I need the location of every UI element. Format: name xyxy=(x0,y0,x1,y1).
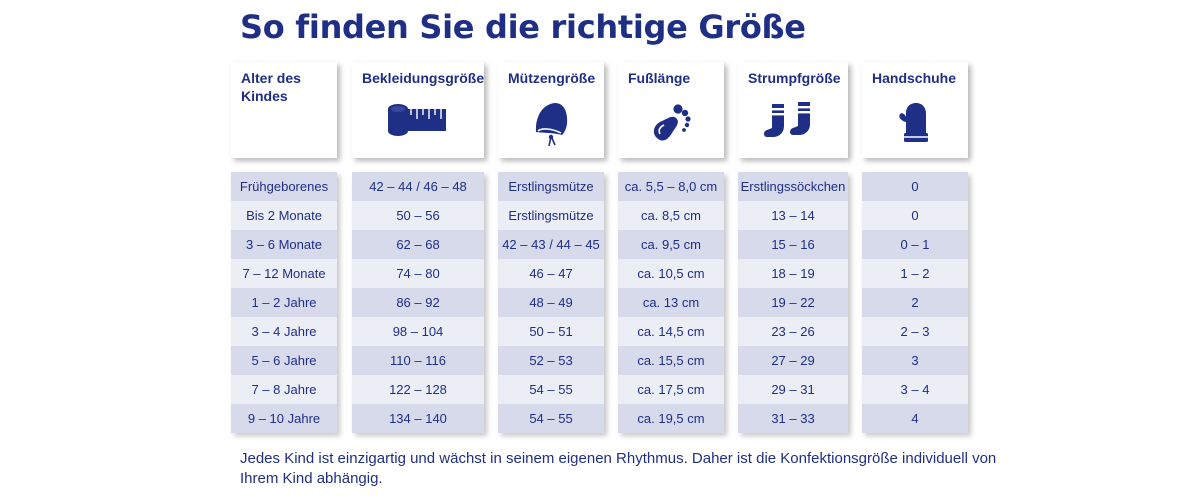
baby-bonnet-icon xyxy=(498,100,604,157)
table-cell: 19 – 22 xyxy=(738,288,848,317)
table-cell: 1 – 2 xyxy=(862,259,968,288)
table-cell: 0 xyxy=(862,172,968,201)
footer-note: Jedes Kind ist einzigartig und wächst in… xyxy=(240,450,997,487)
table-cell: ca. 5,5 – 8,0 cm xyxy=(618,172,724,201)
table-cell: ca. 19,5 cm xyxy=(618,404,724,433)
table-cell: 62 – 68 xyxy=(352,230,484,259)
table-cell: ca. 14,5 cm xyxy=(618,317,724,346)
column-header-label: Fußlänge xyxy=(628,70,691,86)
column-header-label: Handschuhe xyxy=(872,70,957,86)
table-cell: Erstlingsmütze xyxy=(498,201,604,230)
column-header-strumpf: Strumpfgröße xyxy=(738,62,848,158)
table-cell: 3 xyxy=(862,346,968,375)
column-strumpf: Strumpfgröße Erstlingssöckchen 13 – 14 1… xyxy=(738,62,848,433)
table-cell: 23 – 26 xyxy=(738,317,848,346)
table-cell: ca. 9,5 cm xyxy=(618,230,724,259)
table-cell: 46 – 47 xyxy=(498,259,604,288)
column-header-label: Strumpfgröße xyxy=(748,70,841,86)
table-cell: 50 – 56 xyxy=(352,201,484,230)
table-cell: 1 – 2 Jahre xyxy=(231,288,337,317)
column-header-alter: Alter des Kindes xyxy=(231,62,337,158)
table-cell: 9 – 10 Jahre xyxy=(231,404,337,433)
table-cell: 42 – 43 / 44 – 45 xyxy=(498,230,604,259)
table-cell: 50 – 51 xyxy=(498,317,604,346)
page-title: So finden Sie die richtige Größe xyxy=(240,8,806,46)
table-cell: 3 – 4 xyxy=(862,375,968,404)
table-cell: ca. 15,5 cm xyxy=(618,346,724,375)
mitten-icon xyxy=(862,100,968,151)
column-header-muetze: Mützengröße xyxy=(498,62,604,158)
table-cell: Erstlingssöckchen xyxy=(738,172,848,201)
table-cell: 134 – 140 xyxy=(352,404,484,433)
table-cell: 122 – 128 xyxy=(352,375,484,404)
table-cell: 54 – 55 xyxy=(498,404,604,433)
table-cell: 13 – 14 xyxy=(738,201,848,230)
table-cell: Frühgeborenes xyxy=(231,172,337,201)
column-header-label: Mützengröße xyxy=(508,70,596,86)
table-cell: ca. 8,5 cm xyxy=(618,201,724,230)
column-fuss: Fußlänge ca. 5,5 – 8,0 cm ca. 8,5 cm ca.… xyxy=(618,62,724,433)
table-cell: 3 – 4 Jahre xyxy=(231,317,337,346)
table-cell: Bis 2 Monate xyxy=(231,201,337,230)
table-cell: 27 – 29 xyxy=(738,346,848,375)
table-cell: 0 xyxy=(862,201,968,230)
table-cell: 4 xyxy=(862,404,968,433)
column-bekleidung: Bekleidungsgröße 42 – 44 / 46 – 48 50 – … xyxy=(352,62,484,433)
table-cell: 2 – 3 xyxy=(862,317,968,346)
table-cell: 0 – 1 xyxy=(862,230,968,259)
column-header-label: Alter des Kindes xyxy=(241,70,301,104)
column-header-label: Bekleidungsgröße xyxy=(362,70,485,86)
table-cell: 15 – 16 xyxy=(738,230,848,259)
footprint-icon xyxy=(618,100,724,151)
column-alter: Alter des Kindes Frühgeborenes Bis 2 Mon… xyxy=(231,62,337,433)
table-cell: ca. 13 cm xyxy=(618,288,724,317)
table-cell: 3 – 6 Monate xyxy=(231,230,337,259)
table-cell: 29 – 31 xyxy=(738,375,848,404)
table-cell: ca. 17,5 cm xyxy=(618,375,724,404)
table-cell: 5 – 6 Jahre xyxy=(231,346,337,375)
column-header-fuss: Fußlänge xyxy=(618,62,724,158)
socks-icon xyxy=(738,100,848,145)
table-cell: 42 – 44 / 46 – 48 xyxy=(352,172,484,201)
table-cell: 74 – 80 xyxy=(352,259,484,288)
table-cell: 7 – 8 Jahre xyxy=(231,375,337,404)
table-cell: ca. 10,5 cm xyxy=(618,259,724,288)
column-header-bekleidung: Bekleidungsgröße xyxy=(352,62,484,158)
table-cell: 98 – 104 xyxy=(352,317,484,346)
table-cell: 86 – 92 xyxy=(352,288,484,317)
table-cell: 18 – 19 xyxy=(738,259,848,288)
table-cell: 110 – 116 xyxy=(352,346,484,375)
table-cell: 7 – 12 Monate xyxy=(231,259,337,288)
table-cell: 48 – 49 xyxy=(498,288,604,317)
table-cell: Erstlingsmütze xyxy=(498,172,604,201)
column-muetze: Mützengröße Erstlingsmütze Erstlingsmütz… xyxy=(498,62,604,433)
table-cell: 2 xyxy=(862,288,968,317)
column-header-handschuhe: Handschuhe xyxy=(862,62,968,158)
table-cell: 54 – 55 xyxy=(498,375,604,404)
table-cell: 52 – 53 xyxy=(498,346,604,375)
measuring-tape-icon xyxy=(352,100,484,145)
table-cell: 31 – 33 xyxy=(738,404,848,433)
column-handschuhe: Handschuhe 0 0 0 – 1 1 – 2 2 2 – 3 3 3 –… xyxy=(862,62,968,433)
